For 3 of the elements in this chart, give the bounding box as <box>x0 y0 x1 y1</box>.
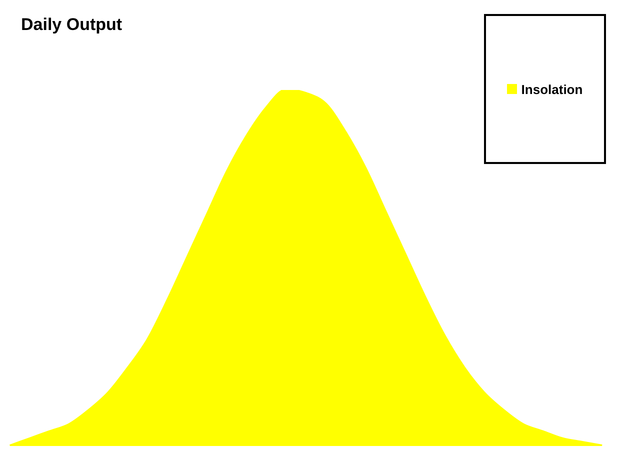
legend-frame: Insolation <box>484 14 606 164</box>
chart-title: Daily Output <box>21 15 122 35</box>
legend-label: Insolation <box>521 82 583 96</box>
